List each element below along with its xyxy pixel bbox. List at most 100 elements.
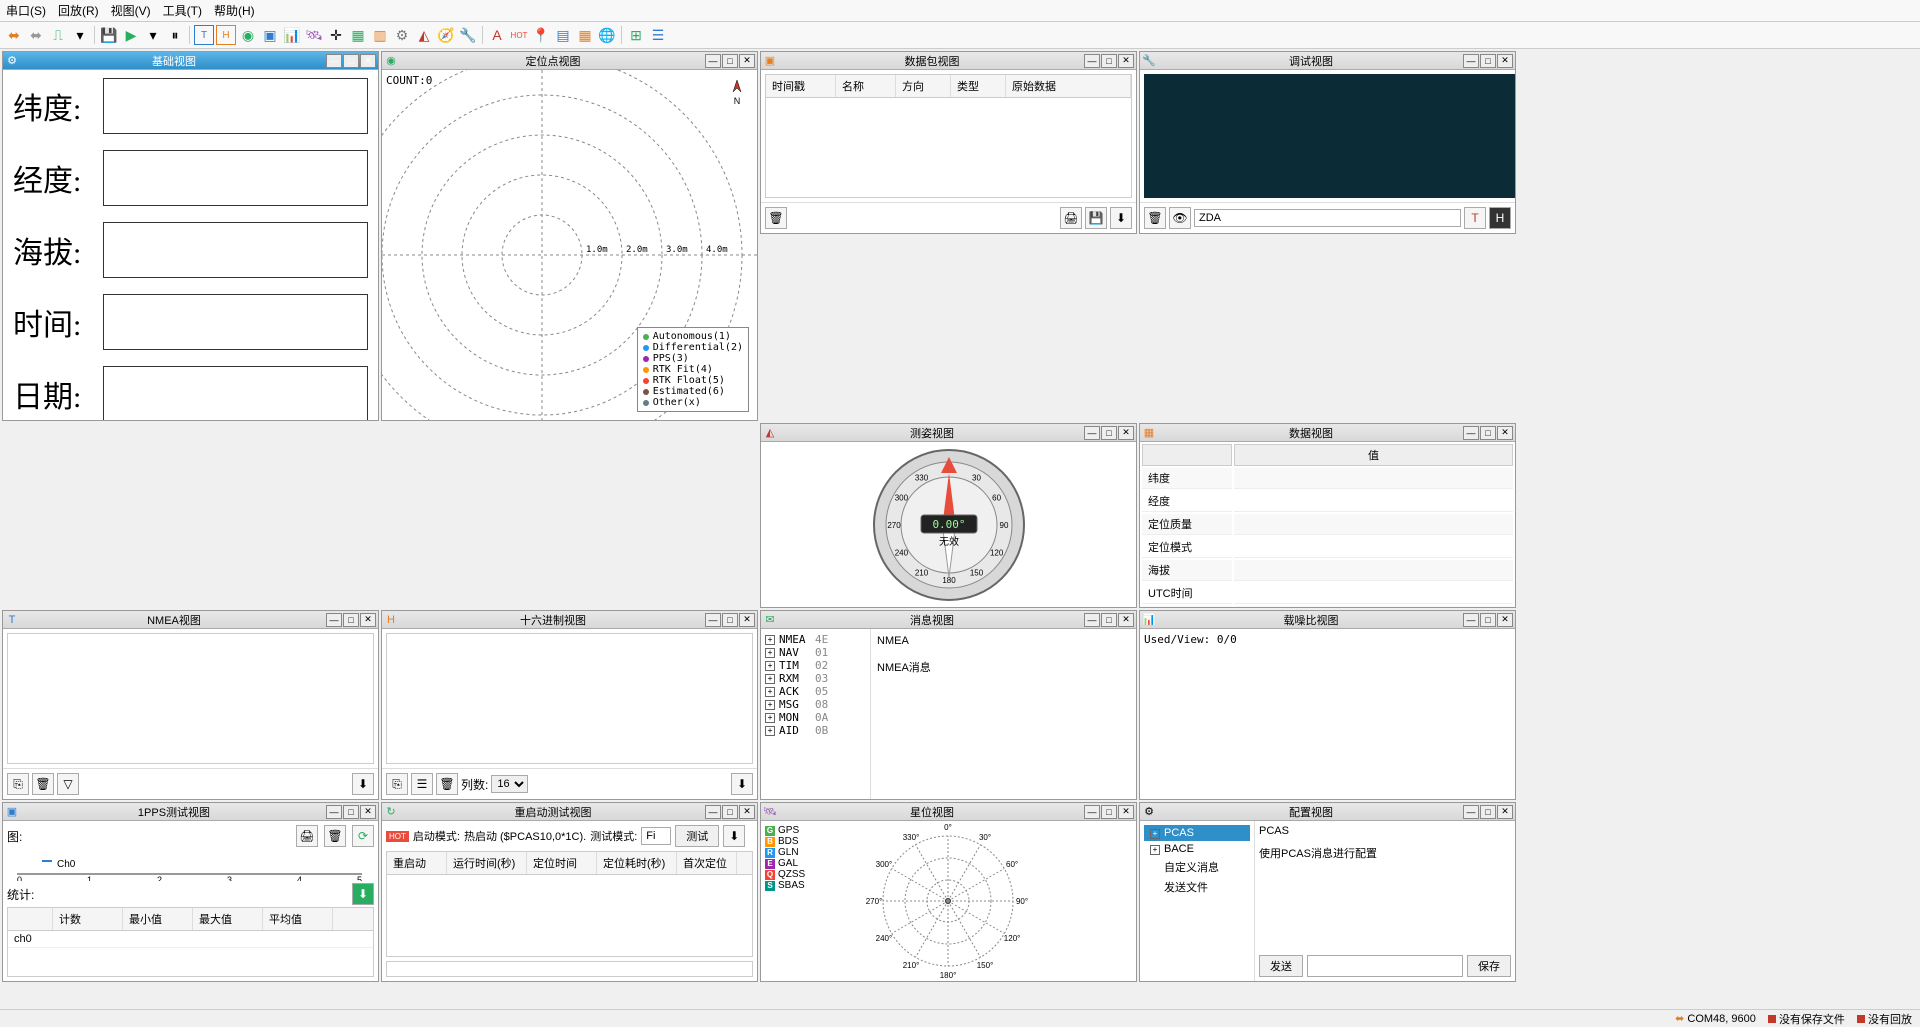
msg-tree-item[interactable]: +NAV01	[765, 646, 866, 659]
close-button[interactable]: ✕	[739, 54, 755, 68]
maximize-button[interactable]: □	[1480, 613, 1496, 627]
copy-button[interactable]: ⎘	[386, 773, 408, 795]
tb-target-icon[interactable]: ◉	[238, 25, 258, 45]
data-view-header[interactable]: ▦ 数据视图 — □ ✕	[1140, 424, 1515, 442]
tb-pause-icon[interactable]: ⏸	[165, 25, 185, 45]
close-button[interactable]: ✕	[360, 805, 376, 819]
msg-tree-item[interactable]: +AID0B	[765, 724, 866, 737]
list-button[interactable]: ☰	[411, 773, 433, 795]
refresh-button[interactable]: ⟳	[352, 825, 374, 847]
tb-table-icon[interactable]: ⊞	[626, 25, 646, 45]
sky-view-header[interactable]: 🛰 星位视图 — □ ✕	[761, 803, 1136, 821]
eye-button[interactable]: 👁	[1169, 207, 1191, 229]
tb-play-icon[interactable]: ▶	[121, 25, 141, 45]
config-item[interactable]: +PCAS	[1144, 825, 1250, 841]
close-button[interactable]: ✕	[1118, 805, 1134, 819]
pps-view-header[interactable]: ▣ 1PPS测试视图 — □ ✕	[3, 803, 378, 821]
export-button[interactable]: ⬇	[352, 883, 374, 905]
download-button[interactable]: ⬇	[1110, 207, 1132, 229]
msg-tree-item[interactable]: +ACK05	[765, 685, 866, 698]
tb-sat-icon[interactable]: 🛰	[304, 25, 324, 45]
config-item[interactable]: 自定义消息	[1144, 857, 1250, 877]
close-button[interactable]: ✕	[1118, 613, 1134, 627]
menu-help[interactable]: 帮助(H)	[214, 2, 255, 19]
menu-serial[interactable]: 串口(S)	[6, 2, 46, 19]
test-button[interactable]: 测试	[675, 825, 719, 847]
print-button[interactable]: 🖨	[296, 825, 318, 847]
command-input[interactable]	[1194, 209, 1461, 227]
tb-disconnect-icon[interactable]: ⬌	[26, 25, 46, 45]
maximize-button[interactable]: □	[1101, 54, 1117, 68]
delete-button[interactable]: 🗑	[765, 207, 787, 229]
close-button[interactable]: ✕	[360, 54, 376, 68]
tb-panel2-icon[interactable]: ▦	[575, 25, 595, 45]
tb-compass-icon[interactable]: 🧭	[436, 25, 456, 45]
restart-view-header[interactable]: ↻ 重启动测试视图 — □ ✕	[382, 803, 757, 821]
hex-mode-button[interactable]: H	[1489, 207, 1511, 229]
close-button[interactable]: ✕	[739, 805, 755, 819]
tb-panel1-icon[interactable]: ▤	[553, 25, 573, 45]
close-button[interactable]: ✕	[1497, 613, 1513, 627]
close-button[interactable]: ✕	[1118, 54, 1134, 68]
tb-arrow-icon[interactable]: A	[487, 25, 507, 45]
message-view-header[interactable]: ✉ 消息视图 — □ ✕	[761, 611, 1136, 629]
send-button[interactable]: 发送	[1259, 955, 1303, 977]
minimize-button[interactable]: —	[705, 54, 721, 68]
minimize-button[interactable]: —	[1084, 613, 1100, 627]
download-button[interactable]: ⬇	[352, 773, 374, 795]
copy-button[interactable]: ⎘	[7, 773, 29, 795]
download-button[interactable]: ⬇	[723, 825, 745, 847]
basic-view-header[interactable]: ⚙ 基础视图 — □ ✕	[3, 52, 378, 70]
cols-select[interactable]: 16	[491, 775, 528, 793]
maximize-button[interactable]: □	[1480, 426, 1496, 440]
minimize-button[interactable]: —	[1084, 426, 1100, 440]
minimize-button[interactable]: —	[1463, 613, 1479, 627]
delete-button[interactable]: 🗑	[32, 773, 54, 795]
minimize-button[interactable]: —	[1084, 805, 1100, 819]
minimize-button[interactable]: —	[1463, 426, 1479, 440]
tb-wrench-icon[interactable]: 🔧	[458, 25, 478, 45]
close-button[interactable]: ✕	[1497, 426, 1513, 440]
tb-window-icon[interactable]: ▣	[260, 25, 280, 45]
maximize-button[interactable]: □	[722, 613, 738, 627]
minimize-button[interactable]: —	[1463, 54, 1479, 68]
maximize-button[interactable]: □	[1101, 426, 1117, 440]
tb-marker-icon[interactable]: 📍	[531, 25, 551, 45]
tb-connect-icon[interactable]: ⬌	[4, 25, 24, 45]
msg-tree-item[interactable]: +RXM03	[765, 672, 866, 685]
maximize-button[interactable]: □	[722, 805, 738, 819]
minimize-button[interactable]: —	[705, 613, 721, 627]
tb-crosshair-icon[interactable]: ✛	[326, 25, 346, 45]
menu-tools[interactable]: 工具(T)	[163, 2, 202, 19]
text-mode-button[interactable]: T	[1464, 207, 1486, 229]
save-button[interactable]: 💾	[1085, 207, 1107, 229]
tb-hex-icon[interactable]: H	[216, 25, 236, 45]
tb-bars-icon[interactable]: ▥	[370, 25, 390, 45]
msg-tree-item[interactable]: +MSG08	[765, 698, 866, 711]
maximize-button[interactable]: □	[1480, 805, 1496, 819]
scrollbar-h[interactable]	[386, 961, 753, 977]
close-button[interactable]: ✕	[1497, 805, 1513, 819]
delete-button[interactable]: 🗑	[324, 825, 346, 847]
minimize-button[interactable]: —	[705, 805, 721, 819]
msg-tree-item[interactable]: +TIM02	[765, 659, 866, 672]
minimize-button[interactable]: —	[326, 805, 342, 819]
delete-button[interactable]: 🗑	[1144, 207, 1166, 229]
debug-view-header[interactable]: 🔧 调试视图 — □ ✕	[1140, 52, 1515, 70]
config-input[interactable]	[1307, 955, 1463, 977]
tb-globe-icon[interactable]: 🌐	[597, 25, 617, 45]
minimize-button[interactable]: —	[326, 613, 342, 627]
minimize-button[interactable]: —	[326, 54, 342, 68]
maximize-button[interactable]: □	[1101, 613, 1117, 627]
tb-gear-icon[interactable]: ⚙	[392, 25, 412, 45]
tb-save-icon[interactable]: 💾	[99, 25, 119, 45]
menu-playback[interactable]: 回放(R)	[58, 2, 99, 19]
packet-view-header[interactable]: ▣ 数据包视图 — □ ✕	[761, 52, 1136, 70]
minimize-button[interactable]: —	[1463, 805, 1479, 819]
tb-nav-icon[interactable]: ◭	[414, 25, 434, 45]
snr-view-header[interactable]: 📊 载噪比视图 — □ ✕	[1140, 611, 1515, 629]
config-item[interactable]: 发送文件	[1144, 877, 1250, 897]
close-button[interactable]: ✕	[360, 613, 376, 627]
msg-tree-item[interactable]: +NMEA4E	[765, 633, 866, 646]
tb-chart-icon[interactable]: 📊	[282, 25, 302, 45]
